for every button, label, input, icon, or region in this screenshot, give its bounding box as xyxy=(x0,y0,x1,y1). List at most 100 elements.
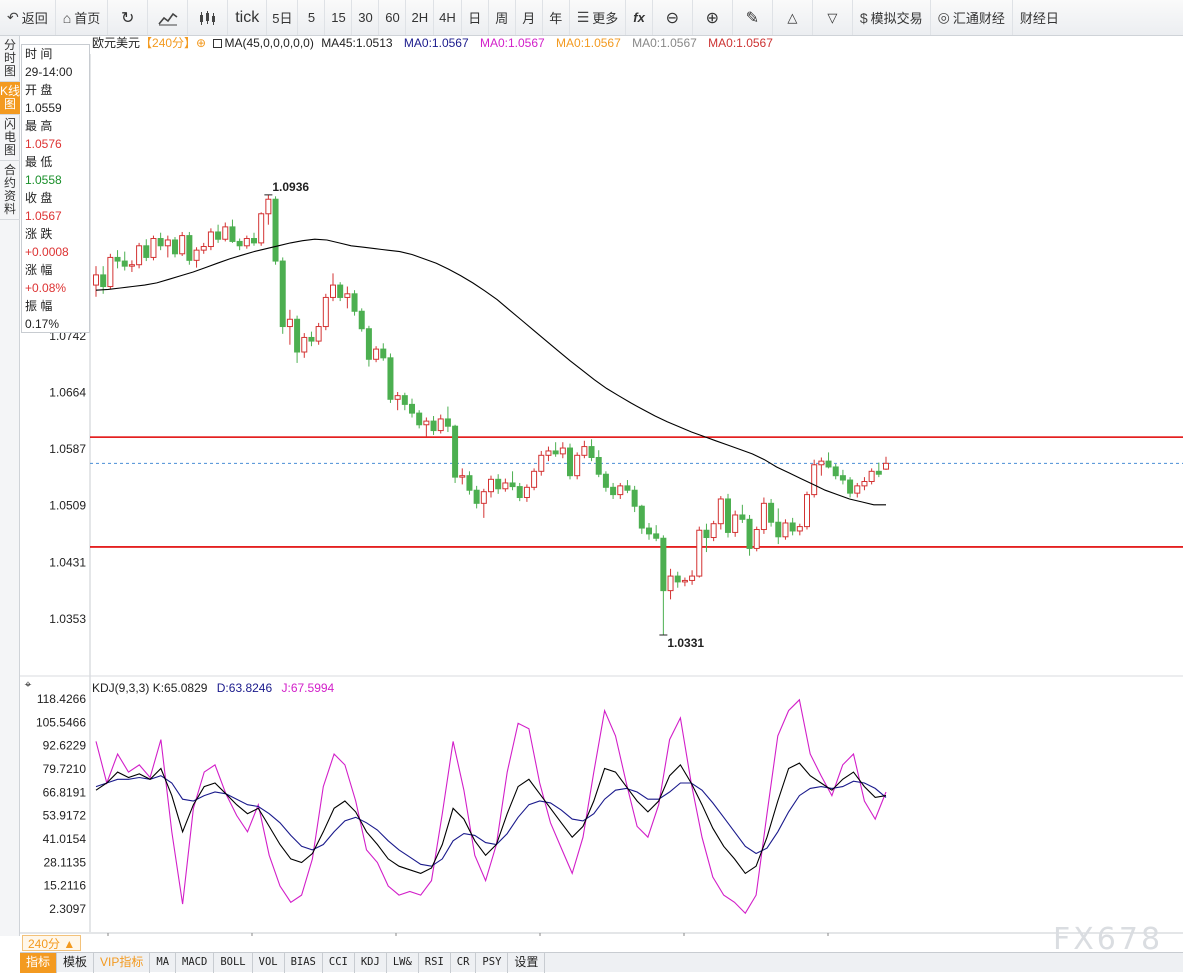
period-year[interactable]: 年 xyxy=(543,0,570,35)
period-week[interactable]: 周 xyxy=(489,0,516,35)
tab-macd[interactable]: MACD xyxy=(176,952,215,973)
ma-formula: MA(45,0,0,0,0,0) xyxy=(224,36,314,50)
low-label: 最 低 xyxy=(25,155,53,169)
indicator-tabs: 指标 模板 VIP指标 MA MACD BOLL VOL BIAS CCI KD… xyxy=(20,952,1183,973)
candle-type-button[interactable] xyxy=(188,0,229,35)
sim-trade-button[interactable]: $ 模拟交易 xyxy=(853,0,931,35)
candle-body xyxy=(610,486,617,496)
candle-body xyxy=(732,514,739,533)
kdj-name: KDJ(9,3,3) xyxy=(92,681,150,695)
period-2h[interactable]: 2H xyxy=(406,0,435,35)
ma45-value: MA45:1.0513 xyxy=(321,36,393,50)
kdj-tick-label: 105.5466 xyxy=(36,715,86,729)
symbol-name: 欧元美元 xyxy=(92,36,141,50)
zoom-out-button[interactable]: ⊖ xyxy=(653,0,693,35)
period-5day[interactable]: 5日 xyxy=(267,0,299,35)
tab-ma[interactable]: MA xyxy=(150,952,177,973)
tab-vol[interactable]: VOL xyxy=(253,952,285,973)
chart-type-button[interactable] xyxy=(148,0,189,35)
candle-body xyxy=(717,498,724,525)
tab-indicator[interactable]: 指标 xyxy=(20,952,58,973)
candle-body xyxy=(114,256,121,262)
candle-body xyxy=(265,198,272,215)
tab-psy[interactable]: PSY xyxy=(476,952,509,973)
tab-template[interactable]: 模板 xyxy=(57,952,95,973)
candle-body xyxy=(667,575,674,592)
period-month[interactable]: 月 xyxy=(516,0,543,35)
arrow-up-button[interactable]: △ xyxy=(773,0,813,35)
tab-boll[interactable]: BOLL xyxy=(214,952,253,973)
candle-body xyxy=(818,460,825,466)
amplitude-label: 振 幅 xyxy=(25,299,53,313)
candle-body xyxy=(804,494,810,528)
candle-body xyxy=(330,284,336,298)
tab-cr[interactable]: CR xyxy=(451,952,477,973)
home-button[interactable]: ⌂ 首页 xyxy=(56,0,109,35)
draw-button[interactable]: ✎ xyxy=(733,0,773,35)
kdj-tick-label: 2.3097 xyxy=(49,902,86,916)
period-day[interactable]: 日 xyxy=(462,0,489,35)
chart-canvas[interactable]: 1.07421.06641.05871.05091.04311.0353118.… xyxy=(0,36,1183,936)
candle-body xyxy=(811,464,818,496)
kdj-tick-label: 92.6229 xyxy=(43,739,87,753)
period-5min[interactable]: 5 xyxy=(298,0,326,35)
arrow-down-button[interactable]: ▽ xyxy=(813,0,853,35)
candle-body xyxy=(229,226,236,242)
chart-background xyxy=(20,36,1183,936)
tab-vip-indicator[interactable]: VIP指标 xyxy=(94,952,151,973)
candle-body xyxy=(552,450,559,455)
candle-body xyxy=(768,502,775,523)
dollar-icon: $ xyxy=(859,9,868,26)
kdj-tick-label: 41.0154 xyxy=(43,832,87,846)
side-tabs: 分时图 K线图 闪电图 合约资料 xyxy=(0,36,20,936)
more-button[interactable]: ☰ 更多 xyxy=(570,0,627,35)
side-tab-kline[interactable]: K线图 xyxy=(0,82,20,115)
ma-checkbox[interactable] xyxy=(213,39,223,48)
side-tab-timeshare[interactable]: 分时图 xyxy=(0,36,20,82)
period-15min[interactable]: 15 xyxy=(325,0,353,35)
candle-body xyxy=(315,326,322,342)
tab-settings[interactable]: 设置 xyxy=(508,952,546,973)
home-label: 首页 xyxy=(74,11,101,26)
period-30min[interactable]: 30 xyxy=(352,0,380,35)
formula-button[interactable]: fx xyxy=(626,0,653,35)
tick-button[interactable]: tick xyxy=(228,0,268,35)
candle-body xyxy=(660,537,667,592)
triangle-up-icon: △ xyxy=(787,9,798,25)
finance-button[interactable]: 财经日 xyxy=(1019,11,1059,26)
ma0-value-3: MA0:1.0567 xyxy=(556,36,621,50)
tab-bias[interactable]: BIAS xyxy=(285,952,323,973)
huitong-button[interactable]: ◎ 汇通财经 xyxy=(931,0,1013,35)
x-tick-label: 11/22 xyxy=(686,935,716,936)
side-tab-contract[interactable]: 合约资料 xyxy=(0,161,20,220)
refresh-button[interactable]: ↻ xyxy=(108,0,149,35)
candle-body xyxy=(538,454,545,472)
tab-cci[interactable]: CCI xyxy=(323,952,355,973)
candle-body xyxy=(207,231,214,248)
candle-body xyxy=(380,348,387,359)
candle-body xyxy=(365,328,372,360)
tab-rsi[interactable]: RSI xyxy=(419,952,451,973)
candle-body xyxy=(301,336,308,353)
candle-body xyxy=(689,575,696,581)
period-badge[interactable]: 240分 ▲ xyxy=(22,935,82,951)
candle-body xyxy=(746,518,753,549)
candle-body xyxy=(825,460,832,468)
tab-lwr[interactable]: LW& xyxy=(387,952,419,973)
candle-body xyxy=(775,521,782,538)
candle-body xyxy=(832,466,839,477)
low-annotation: 1.0331 xyxy=(667,636,704,650)
more-label: 更多 xyxy=(592,11,619,26)
period-4h[interactable]: 4H xyxy=(434,0,462,35)
candle-body xyxy=(617,485,624,496)
candle-body xyxy=(308,336,315,342)
back-button[interactable]: ↶ 返回 xyxy=(0,0,56,35)
candle-body xyxy=(150,238,157,258)
tab-kdj[interactable]: KDJ xyxy=(355,952,387,973)
period-60min[interactable]: 60 xyxy=(379,0,407,35)
period-toggle-icon[interactable]: ⊕ xyxy=(196,36,207,50)
kdj-d-line xyxy=(95,775,887,867)
candle-body xyxy=(473,489,480,504)
zoom-in-button[interactable]: ⊕ xyxy=(693,0,733,35)
side-tab-flash[interactable]: 闪电图 xyxy=(0,115,20,161)
